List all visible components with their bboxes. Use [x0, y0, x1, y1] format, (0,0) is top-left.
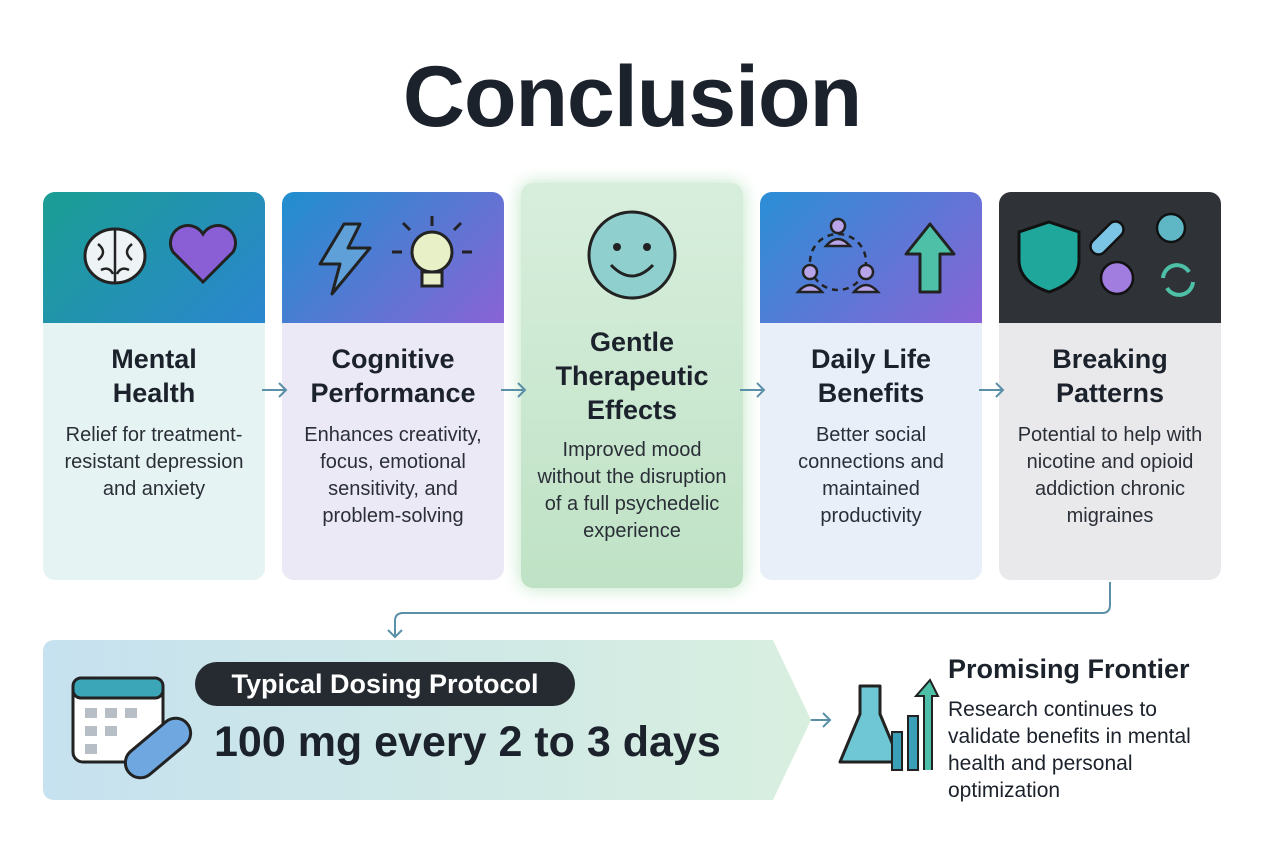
- title: Conclusion: [402, 49, 862, 145]
- card-title: Breaking Patterns: [1052, 344, 1168, 408]
- frontier-text: Research continues to validate benefits …: [948, 698, 1191, 802]
- card: Breaking Patterns Potential to help with…: [999, 192, 1221, 580]
- card-header: [760, 192, 982, 323]
- card-text: Improved mood without the disruption of …: [537, 439, 727, 542]
- dosing-text: 100 mg every 2 to 3 days: [214, 718, 721, 766]
- card: Cognitive Performance Enhances creativit…: [282, 192, 504, 580]
- frontier-title: Promising Frontier: [948, 654, 1190, 684]
- card: Gentle Therapeutic Effects Improved mood…: [521, 183, 743, 588]
- card-text: Relief for treatment-resistant depressio…: [64, 424, 244, 500]
- icon: [83, 224, 237, 285]
- icon: [587, 210, 677, 300]
- card-text: Better social connections and maintained…: [798, 424, 944, 527]
- frontier-icon: [838, 678, 940, 771]
- card-header: [43, 192, 265, 323]
- icon: [318, 216, 472, 296]
- card-title: Daily Life Benefits: [810, 344, 932, 408]
- dosing-banner: [43, 640, 811, 800]
- card: Daily Life Benefits Better social connec…: [760, 192, 982, 580]
- dosing-label: Typical Dosing Protocol: [231, 669, 539, 699]
- icon: [1017, 212, 1195, 297]
- card-title: Cognitive Performance: [310, 344, 476, 408]
- card-header: [999, 192, 1221, 323]
- card-title: Mental Health: [111, 344, 197, 408]
- card-text: Enhances creativity, focus, emotional se…: [304, 424, 482, 527]
- card-text: Potential to help with nicotine and opio…: [1017, 424, 1203, 527]
- card: Mental Health Relief for treatment-resis…: [43, 192, 265, 580]
- card-title: Gentle Therapeutic Effects: [555, 327, 709, 425]
- icon: [795, 217, 956, 294]
- card-header: [282, 192, 504, 323]
